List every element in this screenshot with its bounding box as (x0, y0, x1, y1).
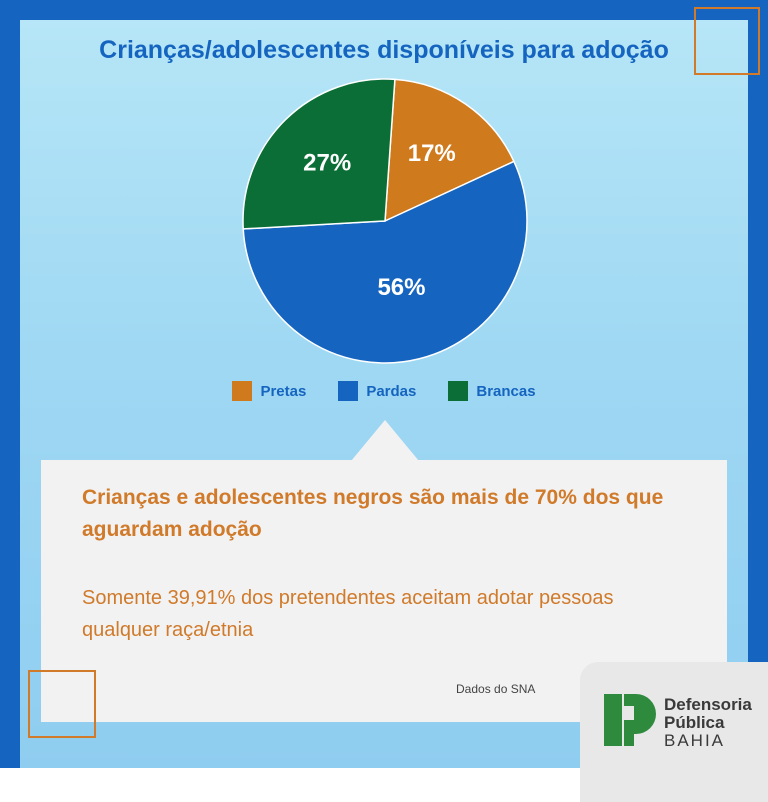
source-note: Dados do SNA (456, 682, 536, 696)
decorative-square-top (694, 7, 760, 75)
card-subline: Somente 39,91% dos pretendentes aceitam … (82, 587, 614, 641)
pie-label-brancas: 27% (303, 149, 351, 176)
legend-swatch-pardas (338, 381, 359, 401)
legend-item-pardas: Pardas (338, 381, 416, 401)
legend-item-brancas: Brancas (448, 381, 536, 401)
pie-label-pretas: 17% (408, 140, 456, 167)
pie-chart: 17% 56% 27% (242, 78, 528, 364)
pie-slice-pardas (242, 160, 528, 364)
card-headline: Crianças e adolescentes negros são mais … (82, 486, 664, 541)
logo-line-1: Defensoria (664, 695, 752, 714)
pie-slice-brancas (242, 78, 396, 230)
decorative-square-bottom (28, 670, 96, 738)
pie-label-pardas: 56% (377, 274, 425, 301)
card-pointer (351, 420, 419, 461)
legend-swatch-pretas (232, 381, 253, 401)
logo-line-2: Pública (664, 713, 725, 732)
pie-slice-pretas (384, 78, 515, 223)
logo-line-3: BAHIA (664, 731, 726, 750)
legend-label-pretas: Pretas (260, 382, 307, 400)
logo-text: Defensoria Pública BAHIA (664, 696, 752, 750)
chart-title: Crianças/adolescentes disponíveis para a… (99, 36, 669, 64)
legend-item-pretas: Pretas (232, 381, 306, 401)
legend-label-pardas: Pardas (366, 382, 417, 400)
chart-legend: Pretas Pardas Brancas (0, 381, 768, 401)
legend-label-brancas: Brancas (476, 382, 536, 400)
legend-swatch-brancas (448, 381, 469, 401)
defensoria-logo-icon (604, 694, 656, 746)
